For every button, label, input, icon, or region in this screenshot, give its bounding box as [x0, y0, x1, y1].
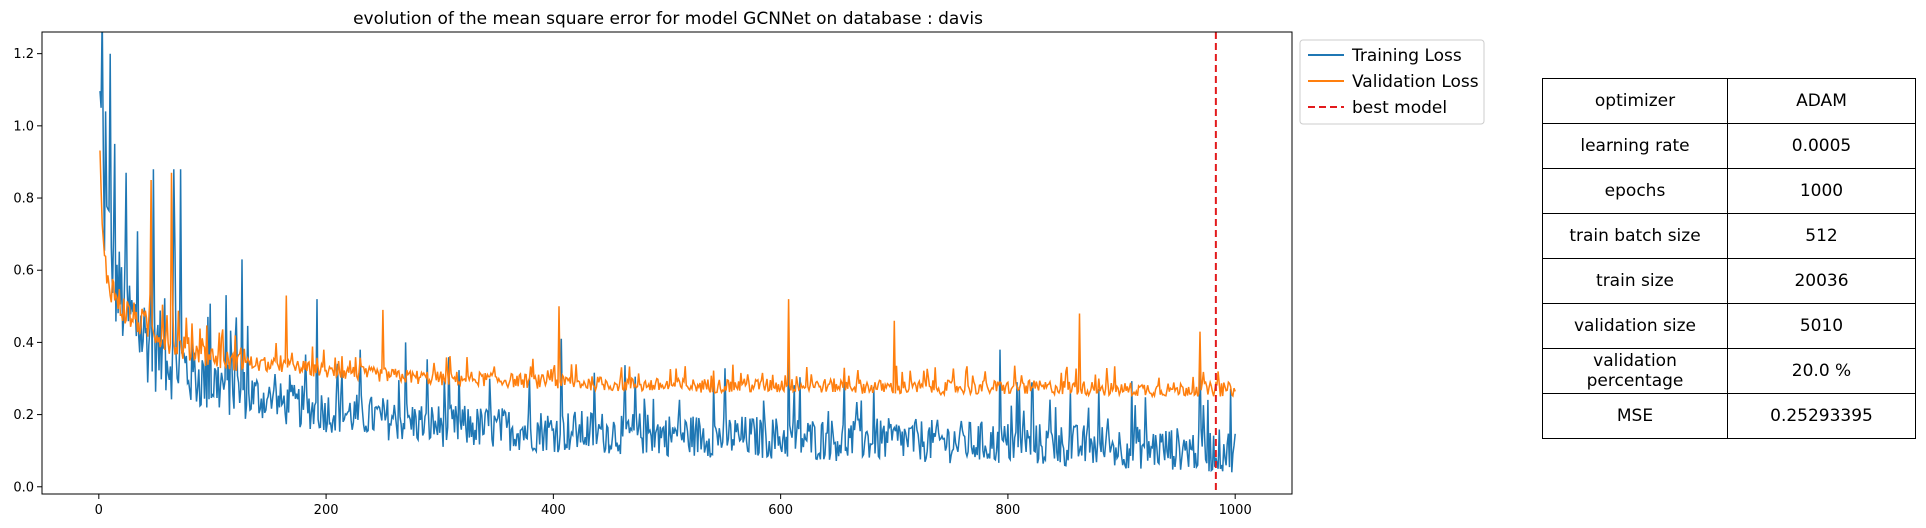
param-value: 512 [1727, 213, 1916, 259]
param-name: epochs [1542, 168, 1728, 214]
param-name: validation percentage [1542, 348, 1728, 394]
params-row: learning rate 0.0005 [1542, 123, 1916, 169]
params-row: train batch size 512 [1542, 213, 1916, 259]
y-tick-label: 1.2 [13, 47, 34, 62]
params-row: optimizer ADAM [1542, 78, 1916, 124]
y-tick-label: 0.8 [13, 192, 34, 207]
param-value: 0.0005 [1727, 123, 1916, 169]
params-row: validation percentage 20.0 % [1542, 348, 1916, 394]
param-name: train batch size [1542, 213, 1728, 259]
plot-area [99, 32, 1236, 494]
param-name: train size [1542, 258, 1728, 304]
param-value: 20036 [1727, 258, 1916, 304]
param-value: 20.0 % [1727, 348, 1916, 394]
x-tick-label: 800 [995, 503, 1020, 518]
param-value: 0.25293395 [1727, 393, 1916, 439]
y-tick-label: 0.6 [13, 264, 34, 279]
param-value: ADAM [1727, 78, 1916, 124]
axes: 0 200 400 600 800 1000 0.0 0.2 0.4 0.6 0.8 1.0 1.2 [13, 31, 1293, 518]
legend-box [1299, 39, 1485, 125]
param-value: 1000 [1727, 168, 1916, 214]
plot-frame [41, 31, 1293, 495]
legend-label: Training Loss [1351, 46, 1462, 66]
y-tick-label: 1.0 [13, 119, 34, 134]
params-row: validation size 5010 [1542, 303, 1916, 349]
series-line-0 [99, 32, 1236, 473]
legend-label: best model [1352, 98, 1447, 118]
hyperparameters-table: optimizer ADAM learning rate 0.0005 epochs 10… [1542, 78, 1916, 439]
param-name: validation size [1542, 303, 1728, 349]
x-tick-label: 600 [768, 503, 793, 518]
param-name: MSE [1542, 393, 1728, 439]
series-line-1 [99, 150, 1236, 399]
x-tick-label: 1000 [1219, 503, 1252, 518]
param-name: optimizer [1542, 78, 1728, 124]
params-row: epochs 1000 [1542, 168, 1916, 214]
legend-label: Validation Loss [1352, 72, 1479, 92]
params-row: train size 20036 [1542, 258, 1916, 304]
x-tick-label: 0 [95, 503, 103, 518]
x-tick-label: 200 [314, 503, 339, 518]
x-tick-label: 400 [541, 503, 566, 518]
y-tick-label: 0.2 [13, 408, 34, 423]
chart-title: evolution of the mean square error for m… [353, 9, 983, 29]
y-tick-label: 0.0 [13, 480, 34, 495]
legend: Training Loss Validation Loss best model [1299, 39, 1485, 125]
y-tick-label: 0.4 [13, 336, 34, 351]
param-value: 5010 [1727, 303, 1916, 349]
param-name: learning rate [1542, 123, 1728, 169]
params-row: MSE 0.25293395 [1542, 393, 1916, 439]
